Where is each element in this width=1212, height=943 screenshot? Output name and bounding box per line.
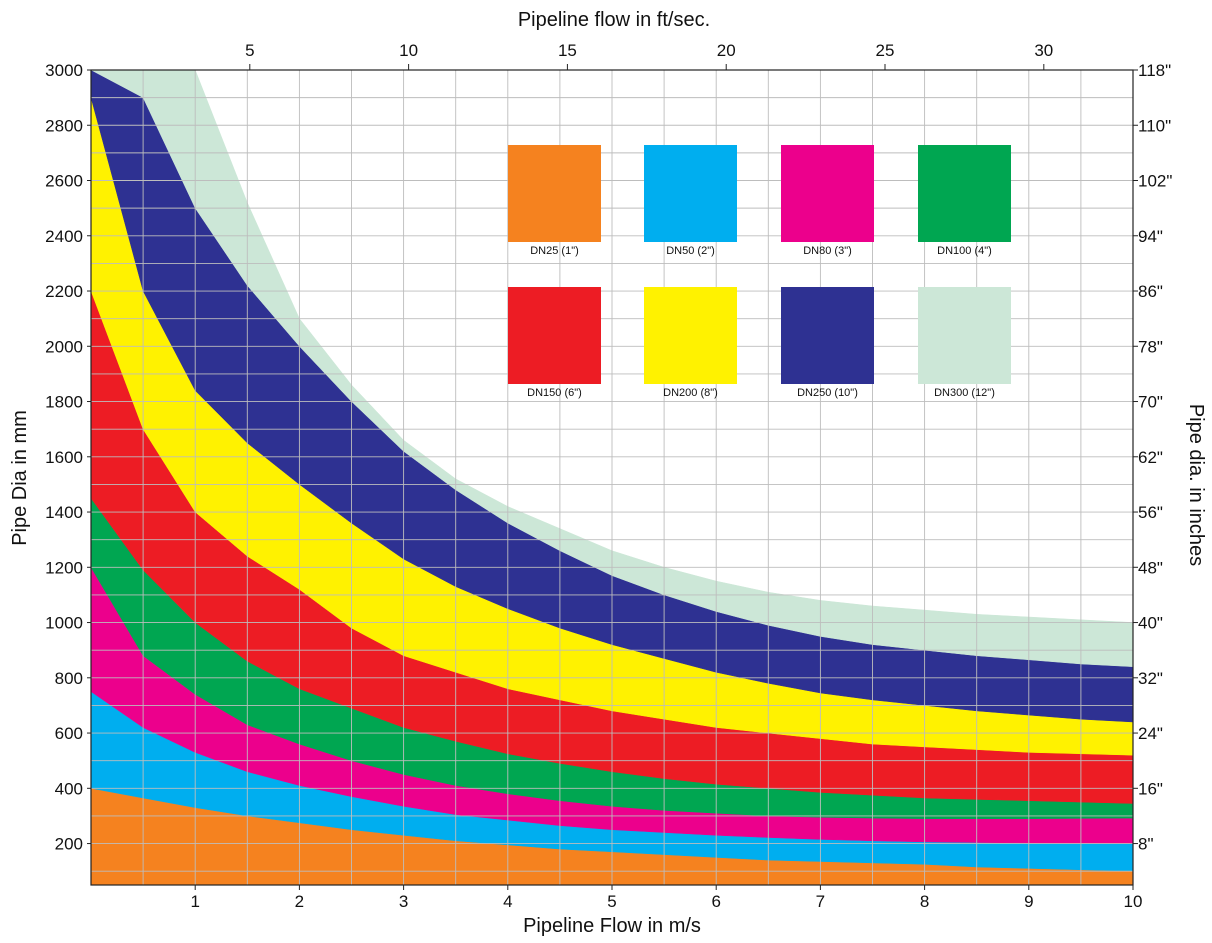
y-right-tick-label: 8" (1138, 835, 1154, 854)
y-tick-label: 2400 (45, 227, 83, 246)
legend-label: DN100 (4") (937, 245, 992, 257)
legend-label: DN50 (2") (666, 245, 715, 257)
y-tick-label: 2200 (45, 282, 83, 301)
legend-swatch (508, 287, 601, 384)
legend-swatch (781, 287, 874, 384)
x-top-tick-label: 30 (1034, 41, 1053, 60)
y-right-tick-label: 110" (1138, 116, 1171, 135)
legend-swatch (644, 287, 737, 384)
x-top-tick-label: 5 (245, 41, 254, 60)
y-right-tick-label: 40" (1138, 614, 1163, 633)
x-axis-title: Pipeline Flow in m/s (523, 915, 701, 937)
tick-labels: 1 2 3 4 5 6 7 8 9 10 5 10 15 20 25 30 200 400 600 800 1000 12… (45, 41, 1172, 911)
y-right-tick-label: 70" (1138, 393, 1163, 412)
legend-swatch (644, 145, 737, 242)
y-right-axis-title: Pipe dia. in inches (1185, 404, 1207, 566)
x-top-axis-title: Pipeline flow in ft/sec. (518, 9, 710, 31)
y-tick-label: 800 (55, 669, 83, 688)
x-tick-label: 7 (816, 892, 825, 911)
x-tick-label: 3 (399, 892, 408, 911)
legend-label: DN200 (8") (663, 387, 718, 399)
y-tick-label: 2800 (45, 116, 83, 135)
x-tick-label: 6 (711, 892, 720, 911)
legend-swatch (918, 145, 1011, 242)
y-tick-label: 1400 (45, 503, 83, 522)
y-right-tick-label: 86" (1138, 282, 1163, 301)
y-right-tick-label: 78" (1138, 337, 1163, 356)
y-tick-label: 600 (55, 724, 83, 743)
y-right-tick-label: 118" (1138, 61, 1171, 80)
x-top-tick-label: 15 (558, 41, 577, 60)
x-tick-label: 8 (920, 892, 929, 911)
y-right-tick-label: 102" (1138, 172, 1172, 191)
x-tick-label: 4 (503, 892, 512, 911)
legend-swatch (508, 145, 601, 242)
grid-lines (91, 70, 1133, 885)
legend: DN25 (1") DN50 (2") DN80 (3") DN100 (4") DN1… (508, 145, 1011, 399)
x-tick-label: 9 (1024, 892, 1033, 911)
x-top-tick-label: 25 (876, 41, 895, 60)
y-axis-title: Pipe Dia in mm (9, 410, 31, 546)
y-right-tick-label: 62" (1138, 448, 1163, 467)
x-tick-label: 5 (607, 892, 616, 911)
y-tick-label: 2000 (45, 337, 83, 356)
legend-label: DN300 (12") (934, 387, 995, 399)
x-tick-label: 10 (1124, 892, 1143, 911)
legend-label: DN25 (1") (530, 245, 579, 257)
x-tick-label: 1 (190, 892, 199, 911)
x-top-tick-label: 20 (717, 41, 736, 60)
y-tick-label: 200 (55, 835, 83, 854)
y-right-tick-label: 94" (1138, 227, 1163, 246)
y-tick-label: 1200 (45, 558, 83, 577)
y-right-tick-label: 16" (1138, 779, 1163, 798)
y-right-tick-label: 32" (1138, 669, 1163, 688)
legend-swatch (781, 145, 874, 242)
y-tick-label: 1000 (45, 614, 83, 633)
y-tick-label: 1600 (45, 448, 83, 467)
legend-label: DN250 (10") (797, 387, 858, 399)
legend-label: DN80 (3") (803, 245, 852, 257)
y-tick-label: 2600 (45, 172, 83, 191)
y-right-tick-label: 48" (1138, 558, 1163, 577)
y-tick-label: 3000 (45, 61, 83, 80)
x-top-tick-label: 10 (399, 41, 418, 60)
legend-label: DN150 (6") (527, 387, 582, 399)
y-tick-label: 400 (55, 779, 83, 798)
y-right-tick-label: 56" (1138, 503, 1163, 522)
y-right-tick-label: 24" (1138, 724, 1163, 743)
y-tick-label: 1800 (45, 393, 83, 412)
legend-swatch (918, 287, 1011, 384)
x-tick-label: 2 (295, 892, 304, 911)
